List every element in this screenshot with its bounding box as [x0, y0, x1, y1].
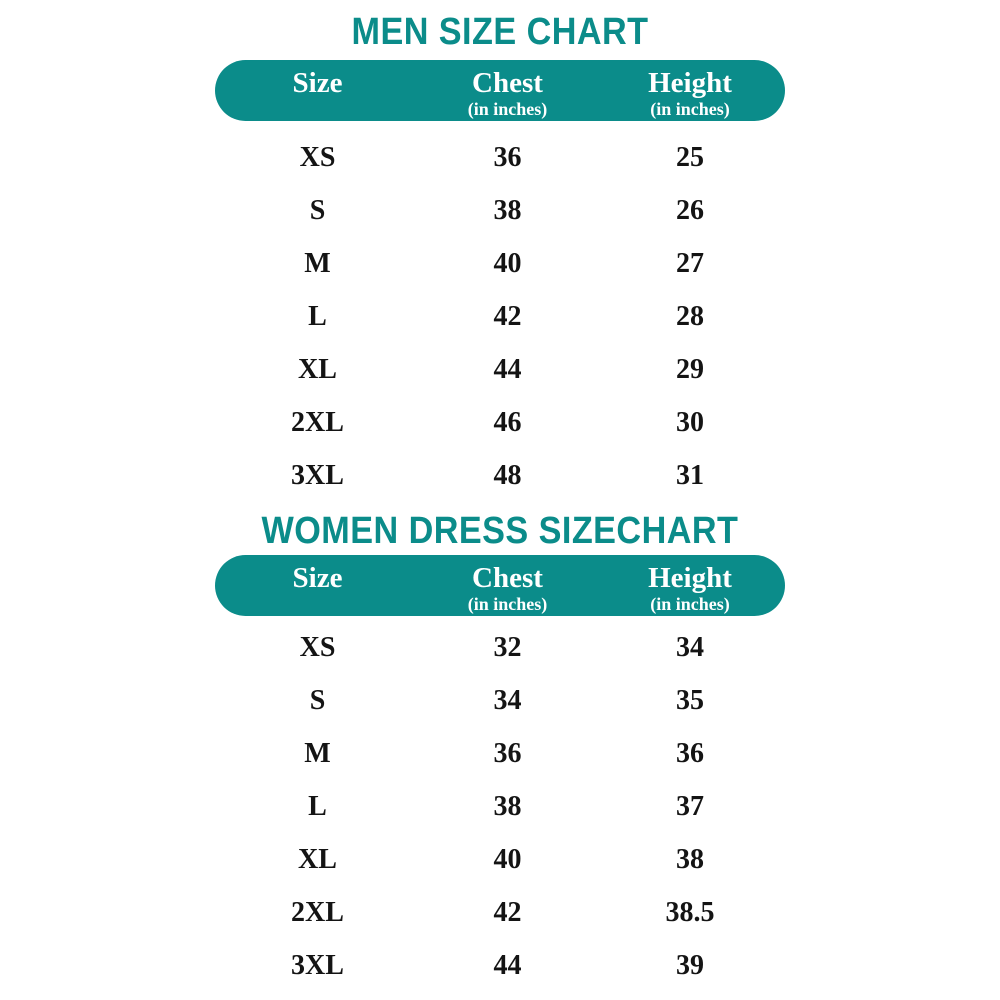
table-row: XS 36 25: [215, 131, 785, 184]
chest-cell: 46: [493, 406, 522, 438]
table-body: XS 32 34 S 34 35 M 36 36 L 38 37 XL 40: [215, 621, 785, 992]
table-body: XS 36 25 S 38 26 M 40 27 L 42 28 XL 44: [215, 131, 785, 502]
height-cell: 38: [676, 843, 704, 875]
table-row: XL 44 29: [215, 343, 785, 396]
chest-cell: 32: [493, 631, 522, 663]
height-cell: 34: [676, 631, 704, 663]
women-size-chart-section: WOMEN DRESS SIZECHART Size Chest (in inc…: [215, 510, 785, 992]
header-cell-height: Height (in inches): [595, 68, 785, 121]
chest-cell: 40: [493, 247, 522, 279]
size-cell: M: [304, 247, 331, 279]
table-row: L 42 28: [215, 290, 785, 343]
chest-cell: 40: [493, 843, 522, 875]
height-cell: 37: [676, 790, 704, 822]
chest-cell: 48: [493, 459, 522, 491]
header-cell-chest: Chest (in inches): [420, 68, 595, 121]
header-sublabel: [215, 594, 420, 614]
header-cell-chest: Chest (in inches): [420, 563, 595, 616]
table-row: 2XL 42 38.5: [215, 886, 785, 939]
size-chart-infographic: MEN SIZE CHART Size Chest (in inches) He…: [215, 0, 785, 992]
height-cell: 30: [676, 406, 704, 438]
header-label: Chest: [472, 562, 543, 594]
header-label: Size: [292, 562, 343, 594]
men-size-chart-section: MEN SIZE CHART Size Chest (in inches) He…: [215, 11, 785, 502]
size-cell: XS: [299, 141, 336, 173]
height-cell: 36: [676, 737, 704, 769]
size-cell: XL: [298, 353, 337, 385]
chest-cell: 34: [493, 684, 522, 716]
table-row: 3XL 44 39: [215, 939, 785, 992]
header-label: Chest: [472, 67, 543, 99]
header-sublabel: (in inches): [467, 594, 548, 614]
size-cell: 3XL: [291, 949, 344, 981]
header-sublabel: [215, 99, 420, 119]
size-cell: S: [309, 194, 326, 226]
table-row: 2XL 46 30: [215, 396, 785, 449]
header-label: Size: [292, 67, 343, 99]
header-label: Height: [648, 562, 732, 594]
size-cell: XS: [299, 631, 336, 663]
header-sublabel: (in inches): [467, 99, 548, 119]
chest-cell: 44: [493, 353, 522, 385]
size-cell: 2XL: [291, 406, 344, 438]
chest-cell: 44: [493, 949, 522, 981]
table-row: M 36 36: [215, 727, 785, 780]
section-title-text: WOMEN DRESS SIZECHART: [261, 510, 739, 552]
header-label: Height: [648, 67, 732, 99]
size-cell: M: [304, 737, 331, 769]
height-cell: 31: [676, 459, 704, 491]
table-header: Size Chest (in inches) Height (in inches…: [215, 555, 785, 616]
chest-cell: 36: [493, 737, 522, 769]
height-cell: 25: [676, 141, 704, 173]
header-cell-size: Size: [215, 563, 420, 616]
chest-cell: 42: [493, 896, 522, 928]
table-row: M 40 27: [215, 237, 785, 290]
size-cell: 3XL: [291, 459, 344, 491]
size-cell: L: [308, 790, 327, 822]
chest-cell: 42: [493, 300, 522, 332]
height-cell: 39: [676, 949, 704, 981]
height-cell: 35: [676, 684, 704, 716]
height-cell: 27: [676, 247, 704, 279]
table-row: XS 32 34: [215, 621, 785, 674]
section-title-text: MEN SIZE CHART: [351, 11, 649, 53]
header-sublabel: (in inches): [650, 99, 730, 119]
size-cell: XL: [298, 843, 337, 875]
table-row: L 38 37: [215, 780, 785, 833]
height-cell: 28: [676, 300, 704, 332]
header-cell-size: Size: [215, 68, 420, 121]
chest-cell: 38: [493, 790, 522, 822]
table-row: XL 40 38: [215, 833, 785, 886]
height-cell: 26: [676, 194, 704, 226]
section-title: WOMEN DRESS SIZECHART: [215, 510, 785, 552]
table-row: 3XL 48 31: [215, 449, 785, 502]
header-cell-height: Height (in inches): [595, 563, 785, 616]
height-cell: 29: [676, 353, 704, 385]
chest-cell: 38: [493, 194, 522, 226]
section-title: MEN SIZE CHART: [215, 11, 785, 53]
header-sublabel: (in inches): [650, 594, 730, 614]
table-header: Size Chest (in inches) Height (in inches…: [215, 60, 785, 121]
table-row: S 34 35: [215, 674, 785, 727]
height-cell: 38.5: [665, 896, 715, 928]
table-row: S 38 26: [215, 184, 785, 237]
chest-cell: 36: [493, 141, 522, 173]
size-cell: S: [309, 684, 326, 716]
size-cell: L: [308, 300, 327, 332]
size-cell: 2XL: [291, 896, 344, 928]
